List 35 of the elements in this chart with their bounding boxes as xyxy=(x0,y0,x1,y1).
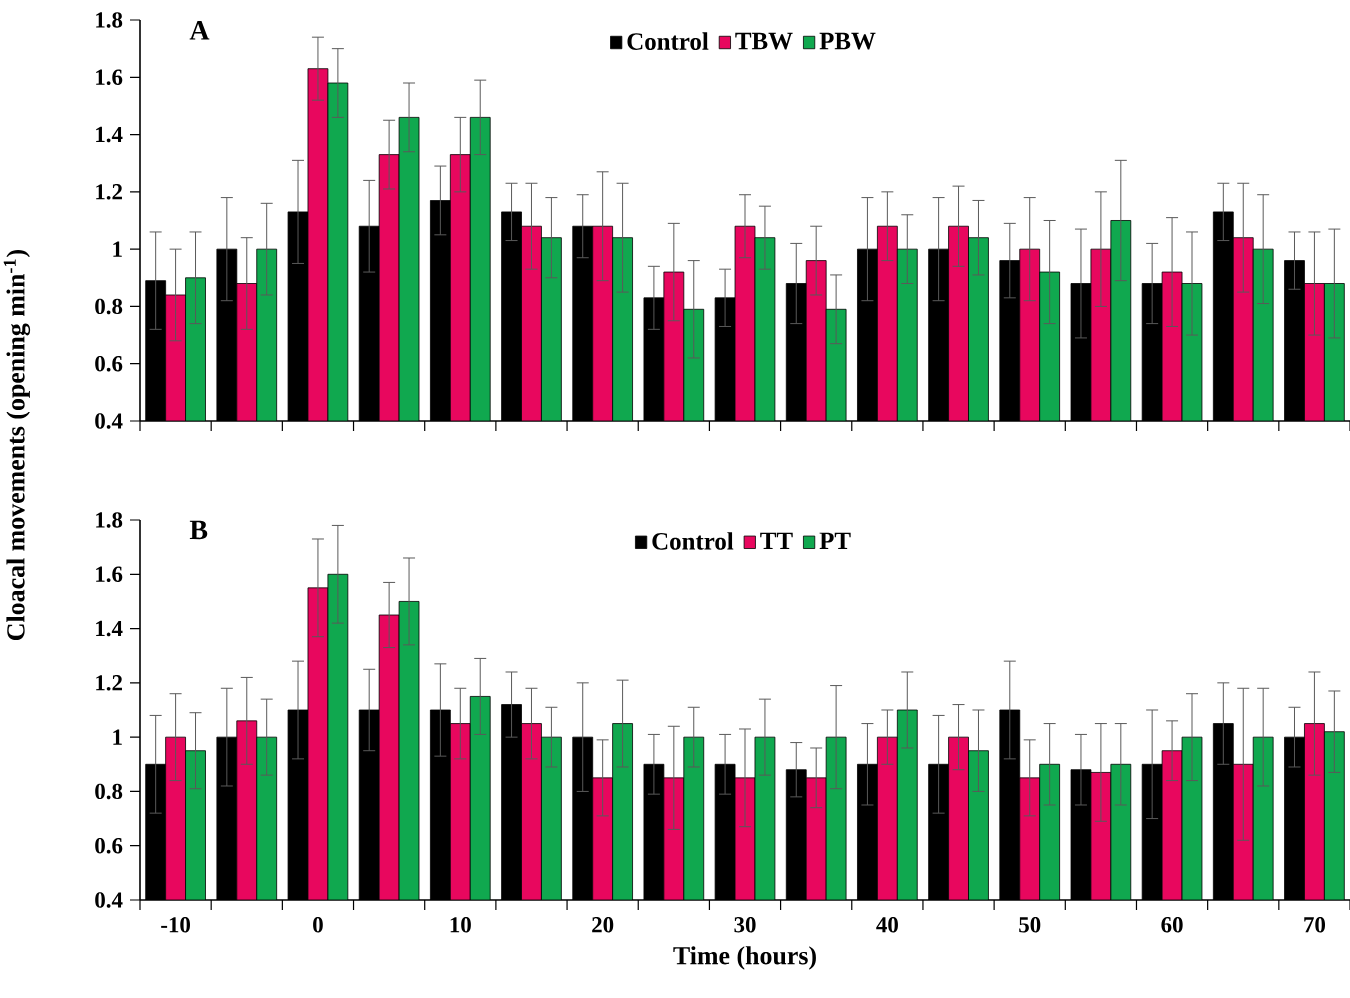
x-tick-label: 60 xyxy=(1161,917,1183,933)
y-tick-label: 0.8 xyxy=(95,298,123,315)
y-tick-label: 0.6 xyxy=(95,355,123,372)
y-tick-label: 0.4 xyxy=(95,413,123,429)
y-tick-label: 1.6 xyxy=(96,69,123,86)
y-tick-label: 1.6 xyxy=(96,566,123,583)
legend-label: TBW xyxy=(735,32,793,50)
x-tick-label: 70 xyxy=(1304,917,1326,933)
y-tick-label: 1.4 xyxy=(96,620,123,637)
legend-label: PBW xyxy=(819,32,876,50)
chart-title: B xyxy=(189,520,208,540)
x-tick-label: 10 xyxy=(450,917,471,933)
y-tick-label: 0.4 xyxy=(95,892,123,908)
x-tick-label: 20 xyxy=(592,917,614,933)
y-tick-label: 1 xyxy=(113,241,122,257)
y-tick-label: 1.8 xyxy=(96,512,123,528)
x-tick-label: 40 xyxy=(876,917,898,933)
x-tick-label: 50 xyxy=(1019,917,1041,933)
legend-label: TT xyxy=(760,532,793,549)
y-axis-title: Cloacal movements (opening min$^{-1}$) xyxy=(3,249,31,640)
y-tick-label: 1.2 xyxy=(96,675,122,691)
x-tick-label: 30 xyxy=(734,917,756,933)
y-tick-label: 0.6 xyxy=(95,837,123,854)
x-tick-label: -10 xyxy=(161,917,190,933)
y-tick-label: 1.4 xyxy=(96,126,123,143)
legend-label: Control xyxy=(627,32,709,50)
y-tick-label: 1 xyxy=(113,729,122,745)
legend-label: Control xyxy=(652,532,734,550)
x-tick-label: 0 xyxy=(313,917,323,933)
y-tick-label: 0.8 xyxy=(95,783,123,800)
y-tick-label: 1.2 xyxy=(96,184,122,200)
x-axis-title: Time (hours) xyxy=(673,946,816,970)
legend-label: PT xyxy=(819,532,851,549)
chart-title: A xyxy=(189,21,210,40)
y-tick-label: 1.8 xyxy=(96,12,123,28)
